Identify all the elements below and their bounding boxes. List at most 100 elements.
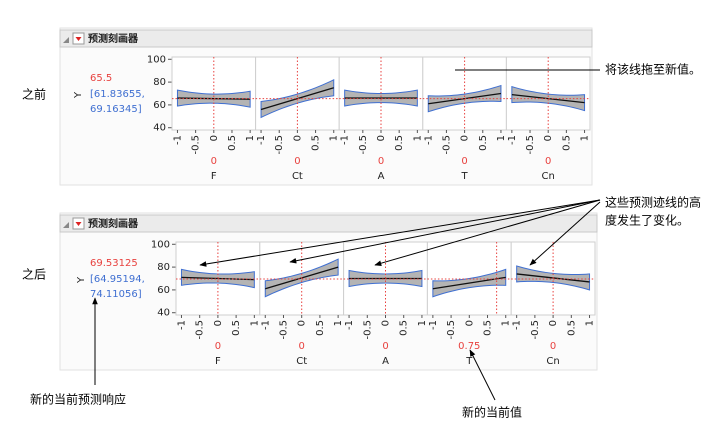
- x-tick-label: 0.5: [561, 135, 572, 151]
- factor-name: F: [215, 356, 221, 367]
- annotation: 将该线拖至新值。: [605, 62, 701, 77]
- response-value: 69.53125: [90, 258, 138, 269]
- x-tick-label: 0: [543, 135, 554, 141]
- x-tick-label: 1: [585, 320, 596, 326]
- x-tick-label: -1: [176, 320, 187, 330]
- current-value: 0: [211, 156, 217, 167]
- state-label: 之后: [22, 268, 46, 282]
- x-tick-label: 0.5: [227, 135, 238, 151]
- y-tick-label: 40: [153, 123, 166, 134]
- x-tick-label: -1: [172, 135, 183, 145]
- x-tick-label: -0.5: [441, 135, 452, 155]
- prediction-trace[interactable]: [432, 276, 506, 290]
- disclosure-icon: [63, 37, 69, 43]
- x-tick-label: -0.5: [362, 320, 373, 340]
- x-tick-label: -0.5: [525, 135, 536, 155]
- x-tick-label: 1: [417, 320, 428, 326]
- panel-title: 预测刻画器: [88, 217, 139, 230]
- x-tick-label: -0.5: [278, 320, 289, 340]
- x-tick-label: -1: [428, 320, 439, 330]
- prediction-trace[interactable]: [260, 87, 334, 111]
- profiler-panel: 预测刻画器之前65.5[61.83655,69.16345]Y406080100…: [22, 27, 593, 186]
- confidence-interval: 74.11056]: [90, 289, 142, 300]
- x-tick-label: 0: [460, 135, 471, 141]
- x-tick-label: -0.5: [195, 320, 206, 340]
- x-tick-label: 0: [209, 135, 220, 141]
- arrows: [92, 199, 601, 401]
- menu-arrow: [75, 37, 82, 41]
- current-value: 0: [294, 156, 300, 167]
- x-tick-label: -0.5: [530, 320, 541, 340]
- x-tick-label: -1: [344, 320, 355, 330]
- x-tick-label: 0.5: [399, 320, 410, 336]
- x-tick-label: 0: [297, 320, 308, 326]
- x-tick-label: 0.5: [394, 135, 405, 151]
- factor-name: Cn: [542, 171, 555, 182]
- current-value: 0: [461, 156, 467, 167]
- x-tick-label: 1: [329, 135, 340, 141]
- x-tick-label: 0: [376, 135, 387, 141]
- current-value: 0.75: [458, 341, 480, 352]
- x-tick-label: 1: [412, 135, 423, 141]
- y-tick-label: 40: [157, 308, 170, 319]
- state-label: 之前: [22, 87, 46, 102]
- factor-name: F: [211, 171, 217, 182]
- x-tick-label: 1: [249, 320, 260, 326]
- x-tick-label: -0.5: [191, 135, 202, 155]
- confidence-interval: [61.83655,: [90, 89, 145, 100]
- x-tick-label: 0.5: [566, 320, 577, 336]
- x-tick-label: 0: [381, 320, 392, 326]
- x-tick-label: 0: [292, 135, 303, 141]
- x-tick-label: -1: [260, 320, 271, 330]
- x-tick-label: 1: [333, 320, 344, 326]
- annotation: 新的当前值: [462, 405, 522, 420]
- y-tick-label: 60: [153, 100, 166, 111]
- confidence-interval: 69.16345]: [90, 104, 142, 115]
- x-tick-label: -0.5: [274, 135, 285, 155]
- panel-title: 预测刻画器: [88, 32, 139, 45]
- x-tick-label: 0.5: [315, 320, 326, 336]
- y-tick-label: 80: [153, 77, 166, 88]
- prediction-trace[interactable]: [428, 92, 502, 105]
- current-value: 0: [215, 341, 221, 352]
- x-tick-label: 1: [496, 135, 507, 141]
- x-tick-label: 0.5: [483, 320, 494, 336]
- panel-header: [59, 214, 598, 233]
- prediction-trace[interactable]: [511, 93, 585, 104]
- current-value: 0: [382, 341, 388, 352]
- x-tick-label: -0.5: [446, 320, 457, 340]
- factor-name: Cn: [546, 356, 559, 367]
- y-tick-label: 80: [157, 262, 170, 273]
- current-value: 0: [545, 156, 551, 167]
- x-tick-label: 1: [580, 135, 591, 141]
- factor-name: A: [382, 356, 389, 367]
- x-tick-label: -0.5: [358, 135, 369, 155]
- response-name: Y: [76, 276, 87, 284]
- x-tick-label: -1: [256, 135, 267, 145]
- x-tick-label: 0: [464, 320, 475, 326]
- x-tick-label: -1: [423, 135, 434, 145]
- x-tick-label: -1: [340, 135, 351, 145]
- factor-name: T: [461, 171, 469, 182]
- x-tick-label: 0: [548, 320, 559, 326]
- annotation: 新的当前预测响应: [30, 392, 126, 407]
- factor-name: A: [378, 171, 385, 182]
- y-tick-label: 60: [157, 285, 170, 296]
- panel-header: [59, 29, 593, 48]
- current-value: 0: [378, 156, 384, 167]
- factor-name: Ct: [292, 171, 303, 182]
- response-value: 65.5: [90, 73, 112, 84]
- confidence-interval: [64.95194,: [90, 274, 145, 285]
- x-tick-label: -1: [512, 320, 523, 330]
- x-tick-label: 1: [501, 320, 512, 326]
- current-value: 0: [299, 341, 305, 352]
- x-tick-label: 0: [213, 320, 224, 326]
- x-tick-label: 0.5: [311, 135, 322, 151]
- factor-name: Ct: [296, 356, 307, 367]
- response-name: Y: [73, 91, 84, 99]
- disclosure-icon: [63, 222, 69, 228]
- x-tick-label: -1: [507, 135, 518, 145]
- x-tick-label: 0.5: [231, 320, 242, 336]
